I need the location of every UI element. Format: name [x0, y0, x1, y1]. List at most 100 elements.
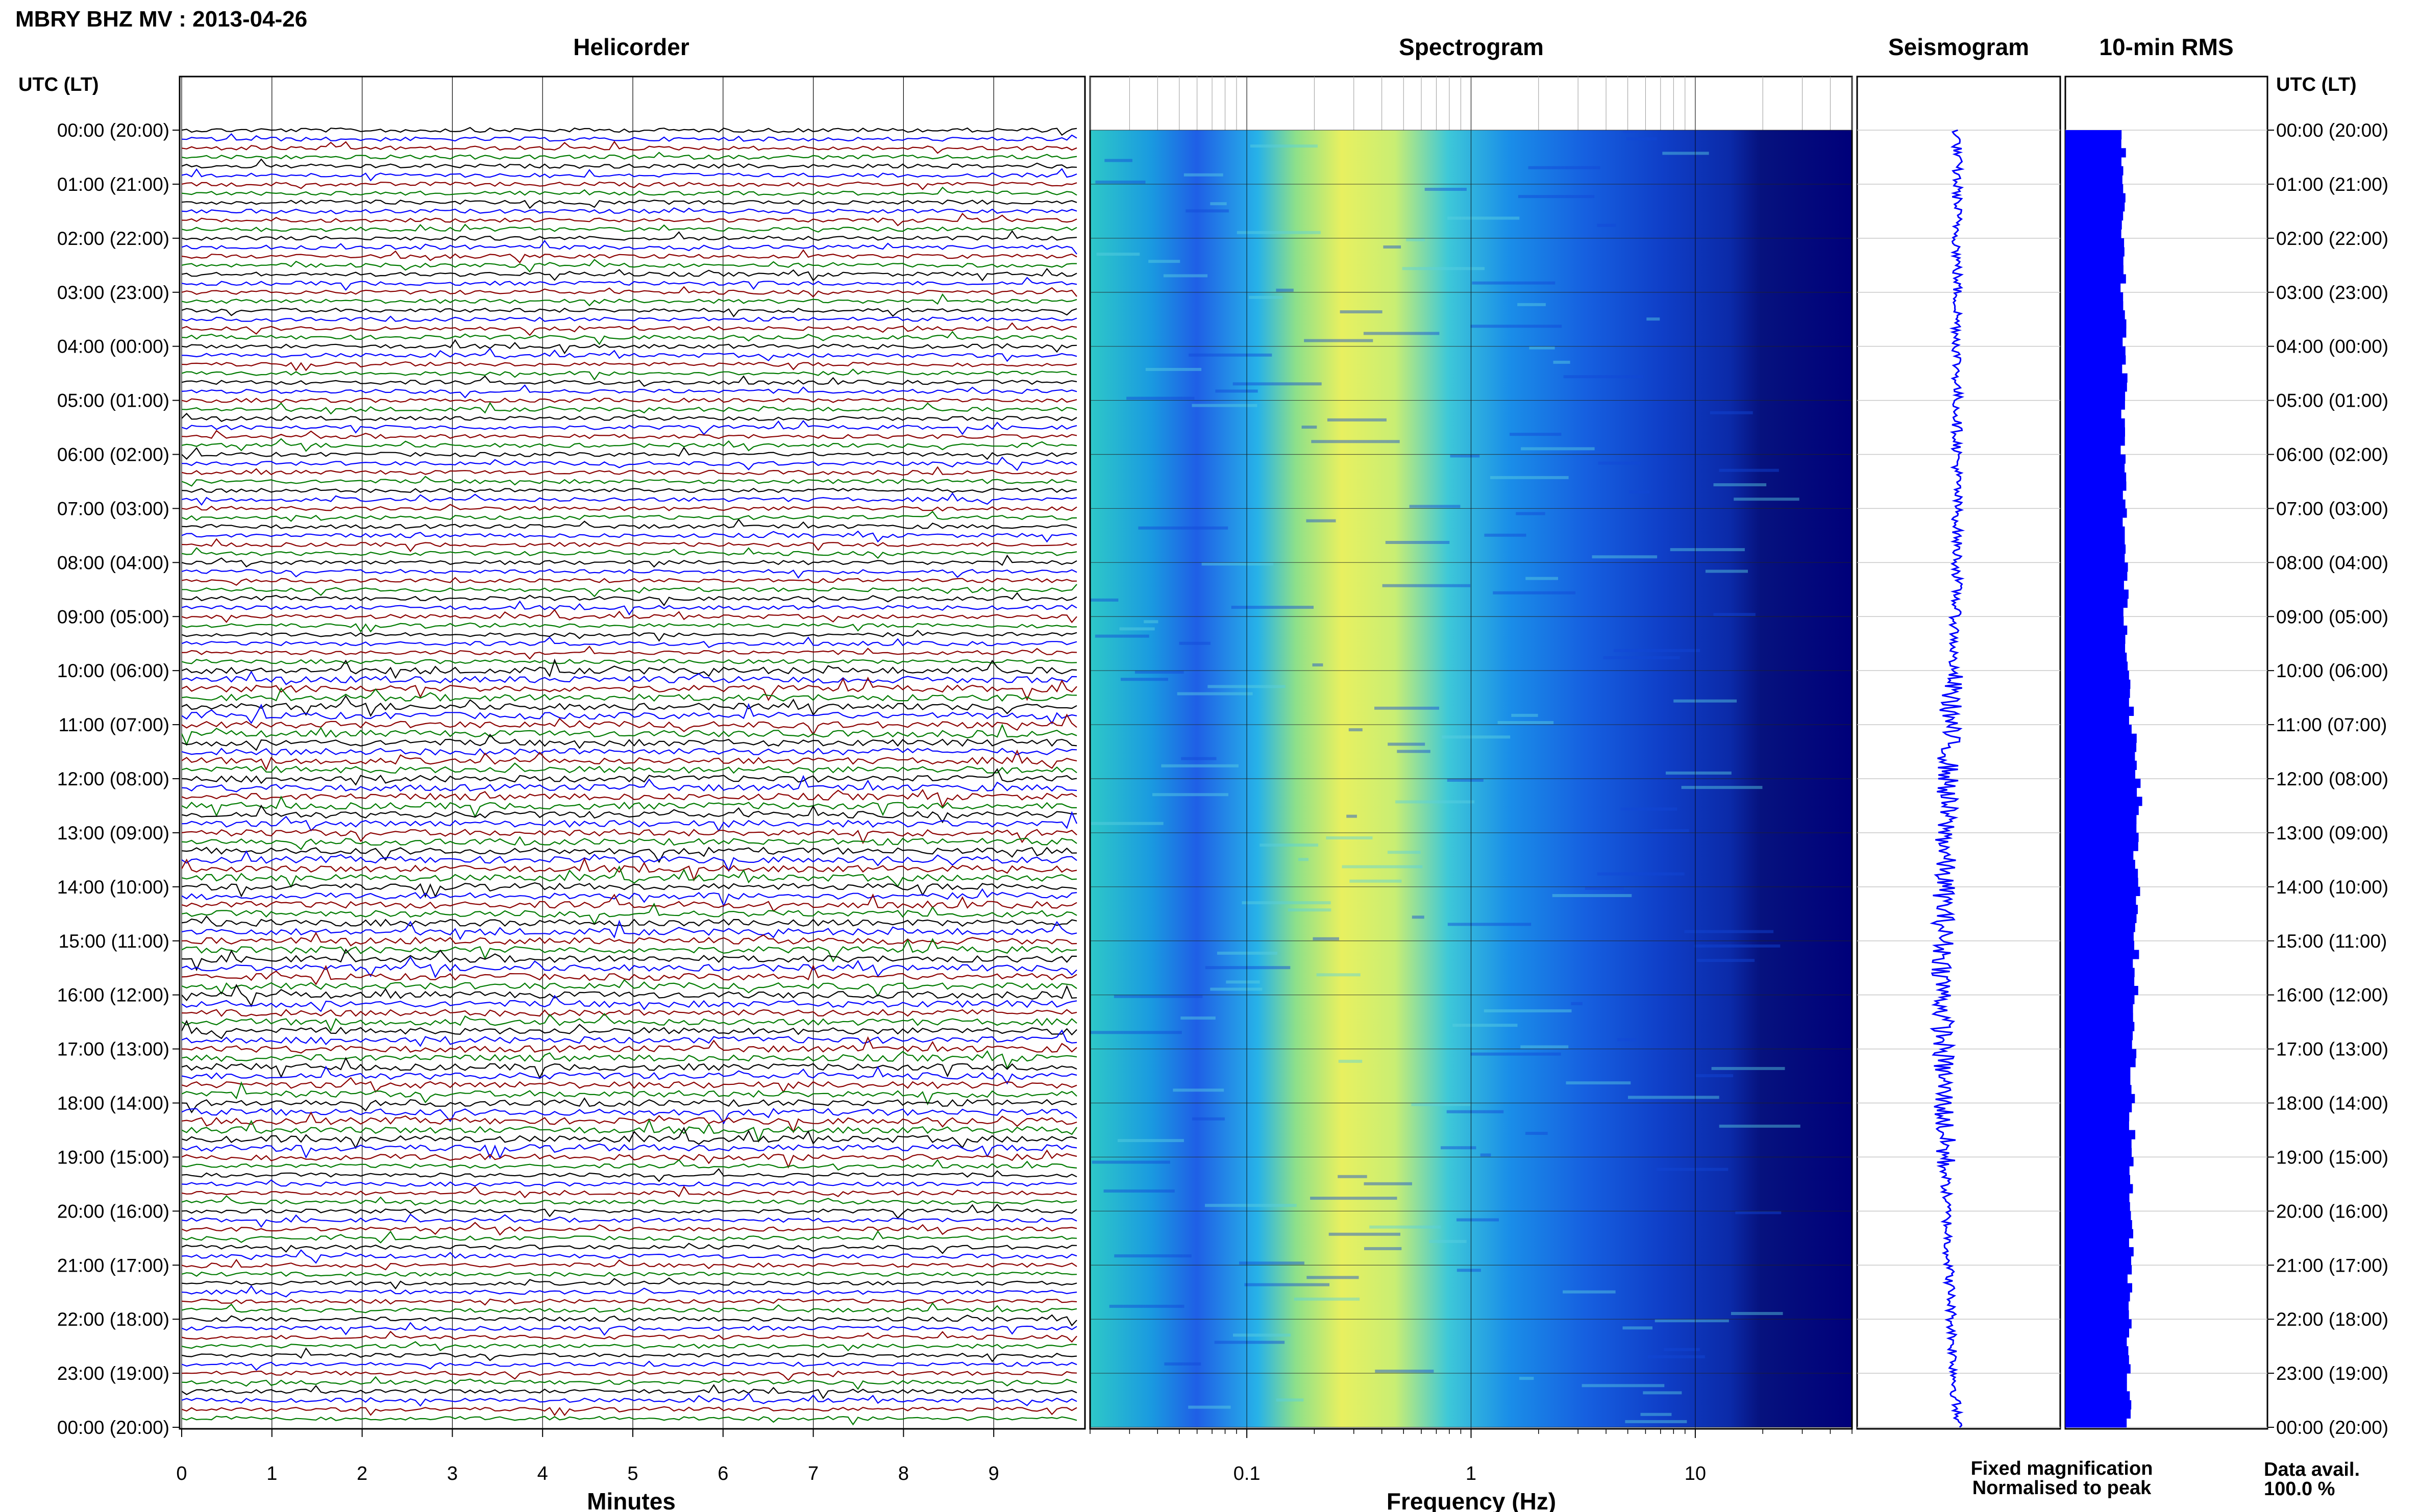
rms-bar	[2065, 634, 2126, 644]
helicorder-trace	[181, 140, 1077, 154]
helicorder-trace	[181, 723, 1077, 747]
helicorder-trace	[181, 1370, 1077, 1381]
helicorder-trace	[181, 1203, 1077, 1219]
rms-bar	[2065, 950, 2139, 959]
helicorder-trace	[181, 811, 1078, 832]
time-label: 19:00 (15:00)	[2276, 1147, 2388, 1168]
helicorder-trace	[181, 1185, 1077, 1199]
rms-bar	[2065, 184, 2124, 194]
helicorder-trace	[181, 829, 1077, 845]
helicorder-trace	[181, 1249, 1077, 1264]
rms-bar	[2065, 652, 2127, 662]
helicorder-trace	[181, 1360, 1077, 1371]
time-label: 23:00 (19:00)	[57, 1363, 169, 1384]
rms-bar	[2065, 472, 2127, 482]
rms-bar	[2065, 544, 2126, 554]
rms-bar	[2065, 292, 2124, 302]
helicorder-trace	[181, 1111, 1077, 1134]
time-label: 15:00 (11:00)	[59, 931, 169, 952]
time-label: 21:00 (17:00)	[2276, 1255, 2388, 1276]
rms-bar	[2065, 598, 2128, 608]
rms-bar	[2065, 400, 2125, 410]
helicorder-trace	[181, 630, 1077, 642]
helicorder-trace	[181, 200, 1077, 209]
rms-bar	[2065, 1382, 2127, 1392]
rms-bar	[2065, 580, 2124, 590]
rms-bar	[2065, 752, 2135, 761]
helicorder-trace	[181, 466, 1077, 476]
time-label: 07:00 (03:00)	[57, 498, 169, 519]
time-label: 03:00 (23:00)	[2276, 282, 2388, 303]
rms-bar	[2065, 661, 2128, 671]
rms-bar	[2065, 1022, 2135, 1031]
helicorder-trace	[181, 979, 1077, 997]
rms-bar	[2065, 1364, 2131, 1374]
rms-bar	[2065, 391, 2126, 401]
helicorder-trace	[181, 659, 1077, 664]
time-label: 12:00 (08:00)	[2276, 769, 2388, 789]
time-label: 13:00 (09:00)	[57, 823, 169, 844]
helicorder-trace	[181, 1302, 1077, 1313]
legend-normalised-to-peak: Normalised to peak	[1972, 1477, 2152, 1499]
helicorder-trace	[181, 646, 1077, 660]
helicorder-trace	[181, 1077, 1077, 1094]
minute-tick-label: 4	[537, 1463, 548, 1484]
helicorder-trace	[181, 492, 1077, 506]
rms-bar	[2065, 1139, 2132, 1149]
helicorder-trace	[182, 584, 1077, 598]
helicorder-trace	[181, 1013, 1077, 1032]
rms-bar	[2065, 166, 2124, 176]
rms-bar	[2065, 1391, 2130, 1401]
rms-bar	[2065, 905, 2138, 914]
helicorder-trace	[181, 1168, 1077, 1182]
rms-bar	[2065, 824, 2137, 833]
spectrogram-panel	[1089, 76, 1853, 1430]
helicorder-trace	[181, 127, 1077, 136]
helicorder-trace	[181, 804, 1077, 824]
helicorder-trace	[181, 893, 1077, 912]
helicorder-trace	[181, 361, 1077, 371]
helicorder-trace	[181, 888, 1077, 908]
rms-bar	[2065, 986, 2138, 996]
minute-tick-label: 5	[627, 1463, 638, 1484]
helicorder-trace	[181, 703, 1077, 725]
rms-bar	[2065, 364, 2122, 374]
rms-bar	[2065, 1175, 2130, 1184]
rms-bar	[2065, 814, 2137, 824]
helicorder-trace	[181, 748, 1077, 756]
time-label: 06:00 (02:00)	[57, 444, 169, 465]
rms-bar	[2065, 1400, 2132, 1410]
rms-bar	[2065, 265, 2124, 275]
time-label: 18:00 (14:00)	[2276, 1093, 2388, 1114]
helicorder-trace	[181, 749, 1077, 771]
helicorder-trace	[181, 1127, 1077, 1150]
rms-bar	[2065, 202, 2125, 212]
time-label: 01:00 (21:00)	[2276, 174, 2388, 195]
minute-tick-label: 6	[718, 1463, 728, 1484]
rms-bar	[2065, 643, 2126, 653]
helicorder-trace	[181, 1065, 1077, 1085]
helicorder-trace	[181, 307, 1077, 318]
rms-bar	[2065, 1247, 2134, 1257]
rms-bar	[2065, 1346, 2129, 1356]
rms-bar	[2065, 968, 2135, 977]
helicorder-trace	[181, 622, 1077, 633]
seismogram-panel	[1856, 76, 2061, 1430]
frequency-tick-label: 1	[1466, 1463, 1476, 1484]
rms-bar	[2065, 130, 2122, 140]
time-label: 10:00 (06:00)	[2276, 660, 2388, 681]
rms-bar	[2065, 1256, 2131, 1266]
helicorder-trace	[181, 857, 1077, 882]
helicorder-trace	[181, 398, 1077, 403]
helicorder-trace	[181, 920, 1077, 940]
rms-bar	[2065, 715, 2129, 725]
helicorder-trace	[181, 836, 1077, 850]
helicorder-trace	[181, 1376, 1077, 1390]
helicorder-trace	[181, 768, 1077, 786]
helicorder-trace	[181, 1243, 1077, 1254]
frequency-tick-label: 0.1	[1233, 1463, 1261, 1484]
rms-bar	[2065, 310, 2125, 320]
helicorder-trace	[181, 1341, 1077, 1352]
rms-bar	[2065, 616, 2124, 626]
time-label: 08:00 (04:00)	[57, 552, 169, 573]
